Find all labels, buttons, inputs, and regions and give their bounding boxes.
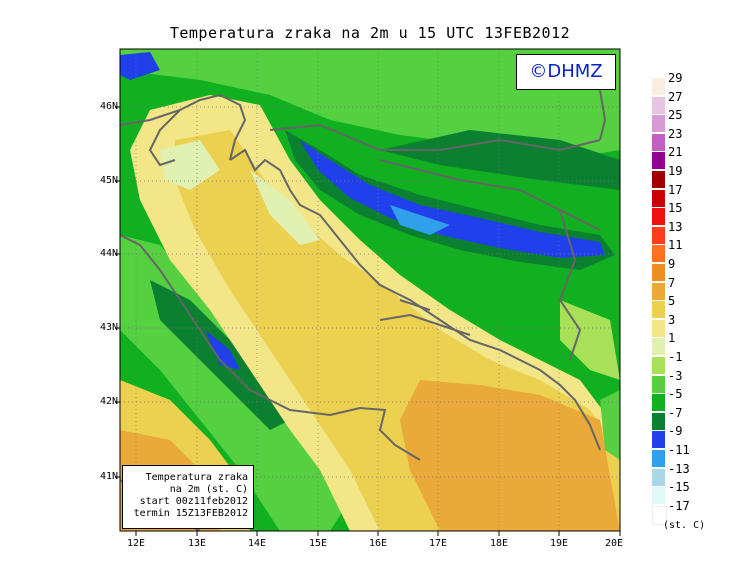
- legend-swatch: [652, 282, 665, 300]
- legend-swatch: [652, 264, 665, 281]
- legend-label: 25: [668, 108, 683, 123]
- dhmz-logo: ©DHMZ: [516, 54, 616, 90]
- legend-swatch: [652, 171, 665, 188]
- legend-swatch: [652, 375, 665, 393]
- legend-swatch: [652, 431, 665, 449]
- lon-label: 16E: [368, 538, 388, 549]
- legend-swatch: [652, 301, 665, 319]
- legend-swatch: [652, 338, 665, 356]
- legend-label: -7: [668, 405, 683, 420]
- legend-label: 17: [668, 182, 683, 197]
- info-line: Temperatura zraka: [145, 472, 248, 483]
- legend-swatch: [652, 78, 665, 95]
- legend-swatch: [652, 450, 665, 467]
- lon-label: 12E: [126, 538, 146, 549]
- legend-label: -5: [668, 387, 683, 402]
- legend-label: 11: [668, 238, 683, 253]
- legend-label: 21: [668, 145, 683, 160]
- lat-label: 43N: [99, 322, 118, 333]
- lon-label: 17E: [428, 538, 448, 549]
- map-frame: [119, 48, 621, 532]
- legend-swatch: [652, 226, 665, 244]
- legend-label: 15: [668, 201, 683, 216]
- lon-label: 13E: [187, 538, 207, 549]
- legend-label: -13: [668, 461, 690, 476]
- lon-label: 18E: [489, 538, 509, 549]
- legend-label: 9: [668, 257, 676, 271]
- legend-swatch: [652, 468, 665, 486]
- legend-label: 23: [668, 126, 683, 141]
- legend-swatch: [652, 152, 665, 170]
- legend-swatch: [652, 208, 665, 226]
- lon-label: 15E: [308, 538, 328, 549]
- legend-label: -1: [668, 350, 683, 364]
- legend-label: 3: [668, 312, 676, 327]
- legend-label: 5: [668, 294, 676, 309]
- lat-label: 46N: [99, 101, 118, 112]
- legend-label: 29: [668, 71, 683, 85]
- lon-label: 19E: [549, 538, 569, 549]
- lat-label: 45N: [99, 175, 118, 186]
- legend-label: 7: [668, 275, 676, 290]
- map-title: Temperatura zraka na 2m u 15 UTC 13FEB20…: [169, 24, 571, 42]
- lat-label: 44N: [99, 248, 118, 259]
- legend-swatch: [652, 133, 665, 151]
- legend-swatch: [652, 394, 665, 412]
- legend-swatch: [652, 357, 665, 374]
- legend-label: 19: [668, 164, 683, 178]
- legend-unit: (st. C): [663, 520, 706, 531]
- lat-lon-grid: [120, 49, 620, 531]
- legend-label: -9: [668, 424, 683, 439]
- info-line: na 2m (st. C): [169, 484, 248, 495]
- legend-label: 27: [668, 89, 683, 104]
- info-box: Temperatura zraka na 2m (st. C) start 00…: [122, 465, 254, 529]
- legend-swatch: [652, 115, 665, 133]
- lon-label: 14E: [247, 538, 267, 549]
- legend-label: -3: [668, 368, 683, 383]
- legend-label: -15: [668, 480, 690, 495]
- coastlines: [120, 59, 607, 531]
- legend-swatch: [652, 319, 665, 337]
- legend-label: 13: [668, 219, 683, 234]
- legend-swatch: [652, 505, 667, 525]
- temperature-field: [120, 49, 620, 531]
- info-line: start 00z11feb2012: [139, 496, 248, 507]
- lat-label: 42N: [99, 396, 118, 407]
- legend-swatch: [652, 487, 665, 505]
- info-line: termin 15Z13FEB2012: [133, 508, 248, 519]
- legend-swatch: [652, 245, 665, 263]
- legend-label: -11: [668, 443, 690, 457]
- legend-label: -17: [668, 498, 690, 513]
- legend-label: 1: [668, 331, 676, 346]
- legend-swatch: [652, 96, 665, 114]
- lon-label: 20E: [604, 538, 624, 549]
- lat-label: 41N: [99, 471, 118, 482]
- legend-swatch: [652, 412, 665, 430]
- legend-swatch: [652, 189, 665, 207]
